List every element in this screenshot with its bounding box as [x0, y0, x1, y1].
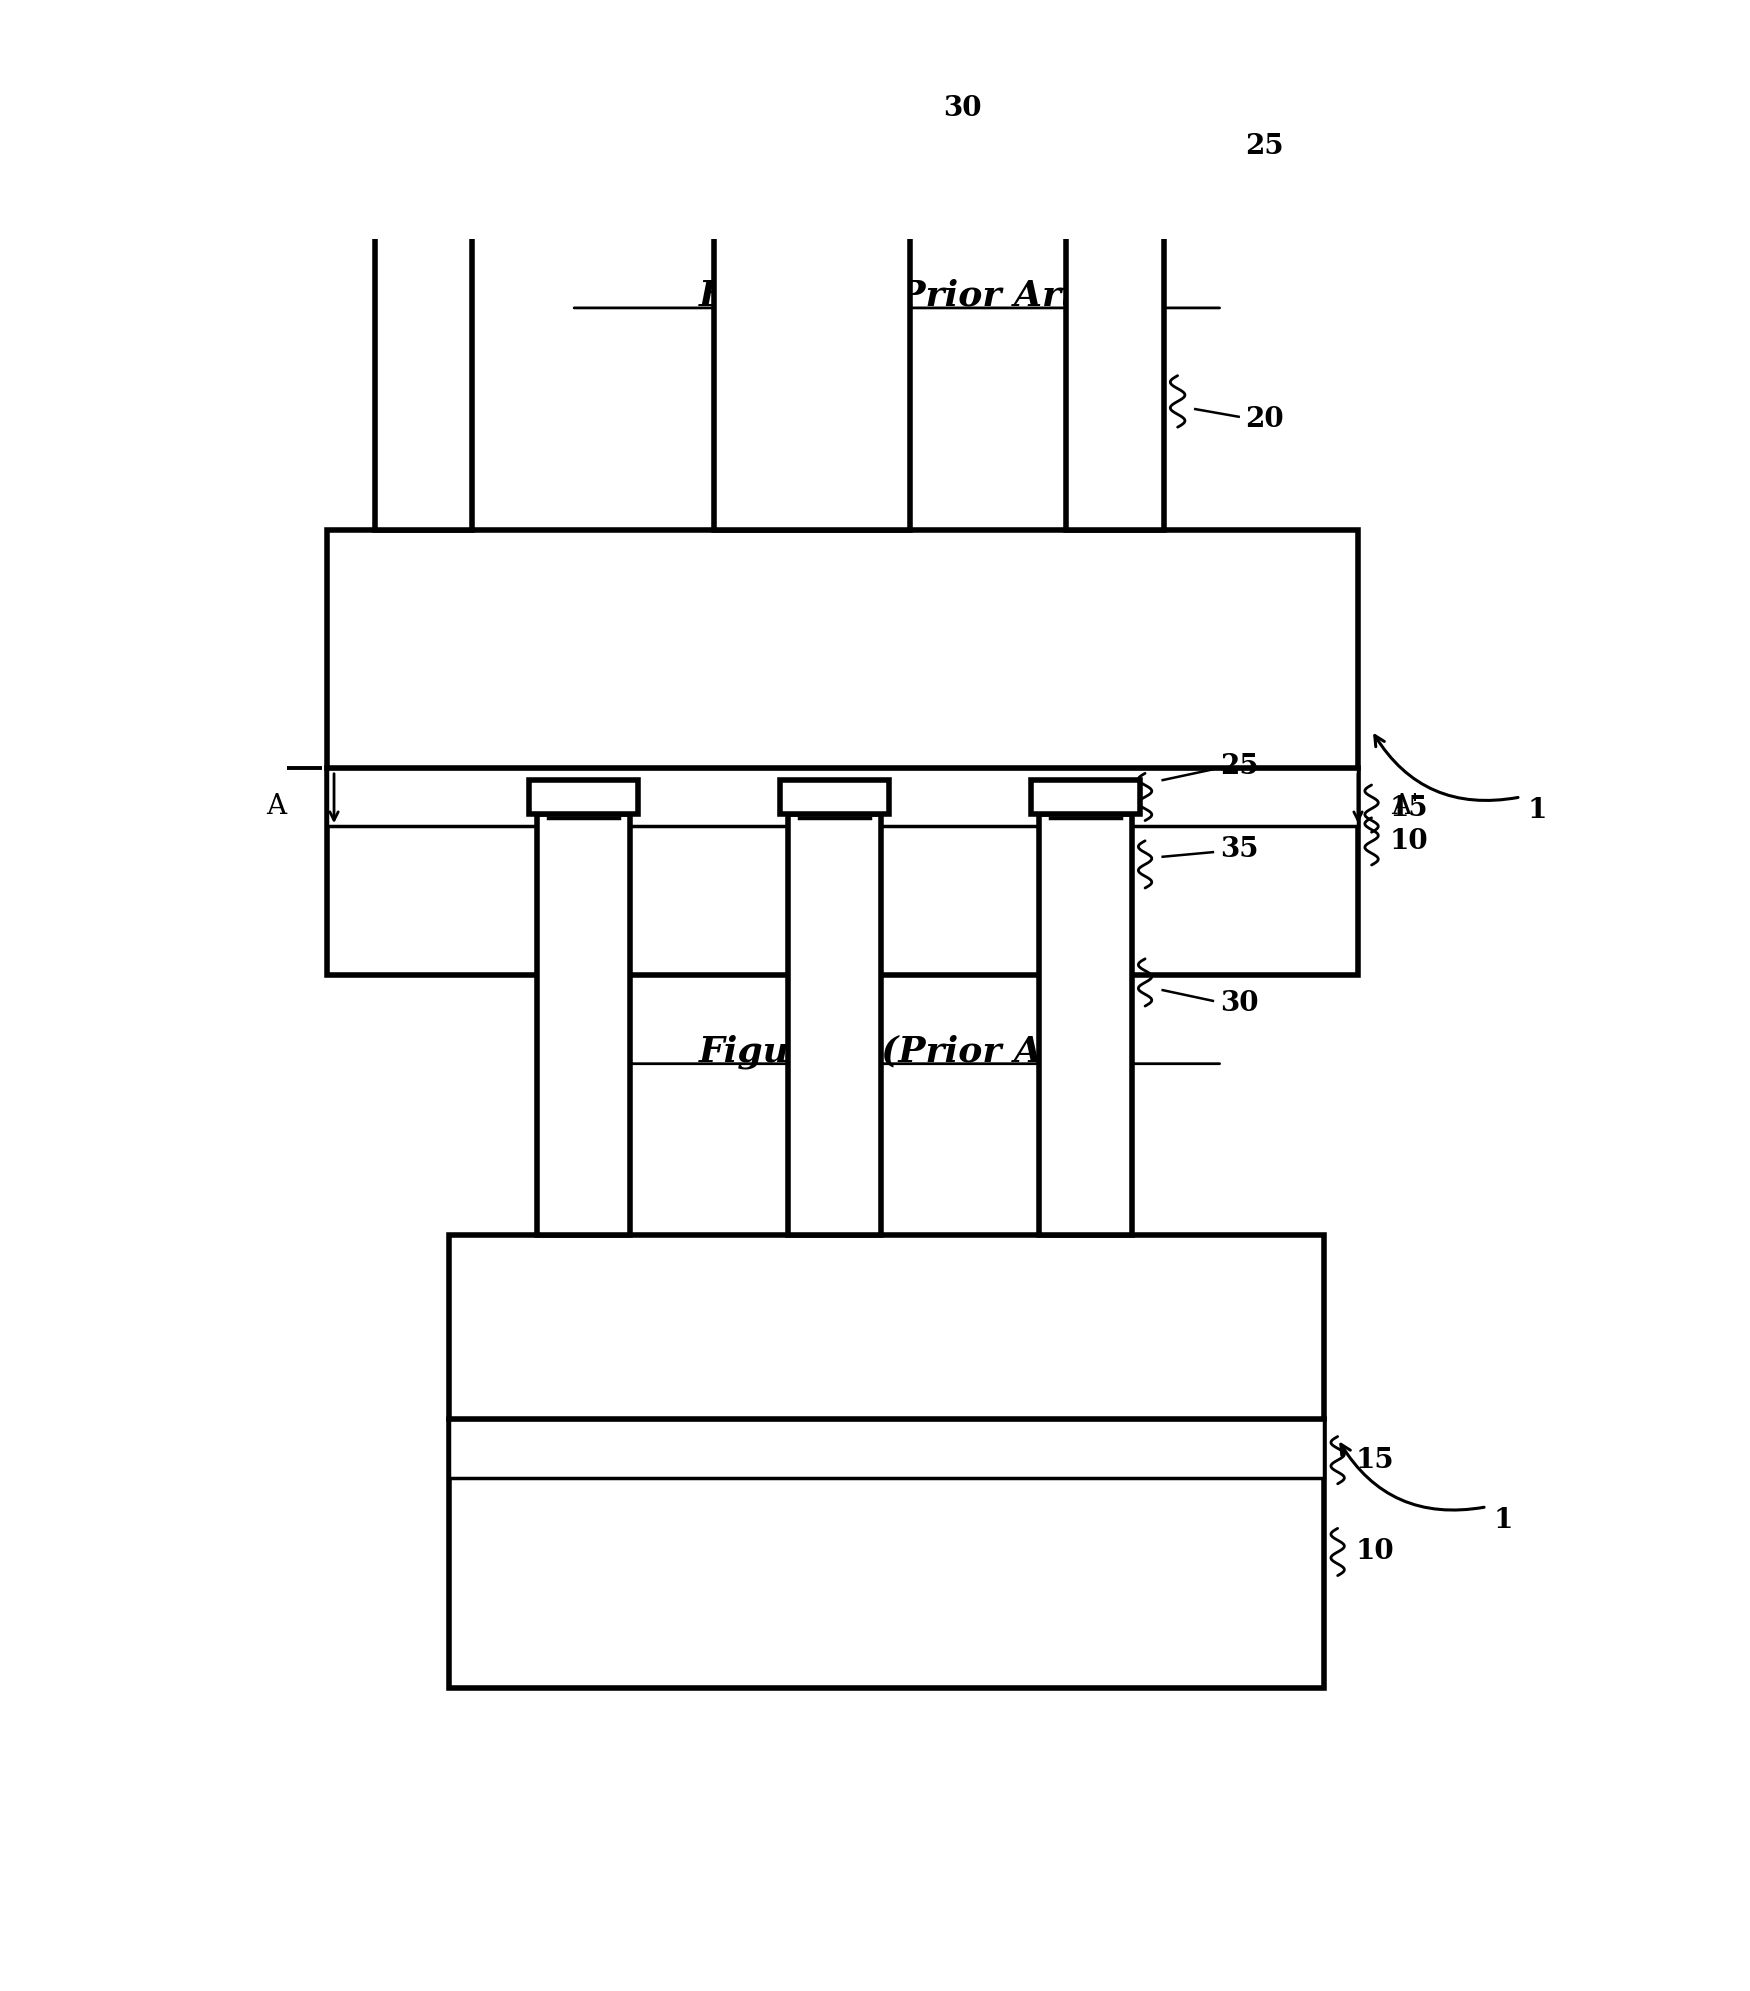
Text: 10: 10 [1390, 828, 1428, 854]
Bar [327, 769, 1358, 826]
Text: A: A [266, 792, 285, 820]
Bar [1031, 780, 1139, 814]
Text: Figure 1 (Prior Art): Figure 1 (Prior Art) [698, 279, 1096, 313]
Bar [1040, 814, 1132, 1234]
Bar [450, 1234, 1325, 1688]
Bar [327, 530, 1358, 976]
Bar [374, 209, 473, 530]
Text: 1: 1 [1494, 1507, 1514, 1533]
Text: Figure 2 (Prior Art): Figure 2 (Prior Art) [698, 1033, 1096, 1069]
Text: A': A' [1391, 792, 1419, 820]
Text: 25: 25 [1246, 133, 1284, 159]
Bar [537, 814, 630, 1234]
Text: 15: 15 [1354, 1447, 1395, 1473]
Text: 20: 20 [1246, 406, 1284, 434]
Text: 35: 35 [1220, 836, 1258, 862]
Bar [528, 780, 637, 814]
Bar [450, 1420, 1325, 1477]
Bar [1066, 209, 1164, 530]
Text: 1: 1 [1528, 796, 1547, 824]
Bar [714, 94, 910, 530]
Bar [780, 780, 889, 814]
Text: 15: 15 [1390, 794, 1428, 822]
Text: 30: 30 [943, 96, 982, 121]
Bar [788, 814, 880, 1234]
Text: 25: 25 [1220, 753, 1258, 780]
Text: 10: 10 [1354, 1539, 1395, 1565]
Text: 30: 30 [1220, 990, 1258, 1017]
Bar [366, 167, 481, 209]
Bar [1059, 167, 1172, 209]
